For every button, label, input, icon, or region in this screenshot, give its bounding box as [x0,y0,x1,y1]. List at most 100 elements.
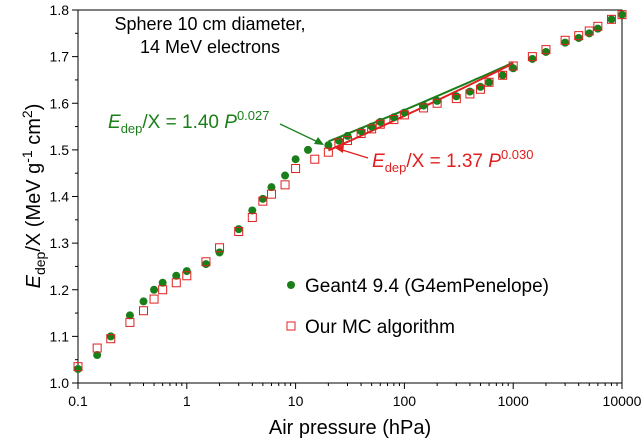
geant4-point [324,141,333,150]
mc-point [291,164,301,174]
svg-text:Edep/X = 1.37 P0.030: Edep/X = 1.37 P0.030 [372,147,534,175]
series-layer [73,10,627,374]
geant4-point [93,351,102,360]
geant4-point [303,145,312,154]
mc-point [593,21,603,31]
mc-point [258,196,268,206]
mc-point [323,147,333,157]
geant4-point [106,332,115,341]
fit-line-geant4 [328,61,514,143]
mc-point [498,70,508,80]
mc-point [475,84,485,94]
fit-annotation-geant4: Edep/X = 1.40 P0.027 [108,108,270,136]
geant4-point [541,47,550,56]
y-tick-label: 1.1 [50,328,70,344]
y-axis-label: Edep/X (MeV g-1 cm2) [19,104,48,289]
x-tick-label: 10000 [603,393,642,409]
geant4-point [267,183,276,192]
geant4-point [150,285,159,294]
geant4-point [357,127,366,136]
y-tick-label: 1.0 [50,375,70,391]
y-tick-label: 1.5 [50,142,70,158]
geant4-point [509,64,518,73]
y-tick-label: 1.6 [50,95,70,111]
mc-point [527,52,537,62]
geant4-point [498,71,507,80]
geant4-point [419,101,428,110]
geant4-point [125,311,134,320]
mc-point [367,124,377,134]
geant4-point [291,155,300,164]
mc-point [280,180,290,190]
geant4-point [376,117,385,126]
geant4-point [528,54,537,63]
geant4-point [593,24,602,33]
y-tick-label: 1.7 [50,49,70,65]
fit-arrow-mc [338,148,369,159]
mc-point [432,98,442,108]
mc-point [106,334,116,344]
mc-point [389,115,399,125]
mc-point [247,212,257,222]
mc-point [343,136,353,146]
geant4-point [400,108,409,117]
mc-point [158,285,168,295]
mc-point [574,31,584,41]
geant4-point [476,82,485,91]
fit-arrow-geant4 [279,123,321,144]
mc-point [356,129,366,139]
mc-point [215,243,225,253]
x-axis: 0.1 1 10 100 1000 10000 [68,383,642,409]
mc-point [266,189,276,199]
x-tick-label: 100 [393,393,417,409]
mc-point [234,226,244,236]
x-tick-label: 1 [183,393,191,409]
mc-point [310,154,320,164]
geant4-point [465,87,474,96]
legend-label-mc: Our MC algorithm [305,317,455,338]
geant4-point [607,15,616,24]
geant4-point [343,131,352,140]
geant4-point [248,206,257,215]
geant4-point [334,136,343,145]
mc-point [201,257,211,267]
geant4-point [234,225,243,234]
mc-point [92,343,102,353]
geant4-point [585,29,594,38]
legend: Geant4 9.4 (G4emPenelope) Our MC algorit… [286,276,549,338]
geant4-point [574,33,583,42]
geant4-point [367,122,376,131]
y-tick-label: 1.4 [50,189,70,205]
geant4-point [158,278,167,287]
mc-point [139,306,149,316]
geant4-point [139,297,148,306]
mc-point [182,271,192,281]
legend-label-geant4: Geant4 9.4 (G4emPenelope) [305,276,549,297]
geant4-point [172,271,181,280]
geant4-point [281,171,290,180]
x-tick-label: 0.1 [68,393,88,409]
fit-arrowhead-mc [335,145,344,153]
chart-title-line1: Sphere 10 cm diameter, [114,14,305,34]
y-axis: 1.0 1.1 1.2 1.3 1.4 1.5 1.6 1.7 1.8 [50,2,78,391]
y-tick-label: 1.3 [50,235,70,251]
y-tick-label: 1.2 [50,282,70,298]
mc-point [375,119,385,129]
geant4-point [182,267,191,276]
geant4-point [74,365,82,374]
fit-annotation-mc: Edep/X = 1.37 P0.030 [372,147,534,175]
geant4-point [561,38,570,47]
geant4-point [485,78,494,87]
mc-point [465,89,475,99]
mc-point [125,317,135,327]
x-tick-label: 10 [288,393,304,409]
geant4-point [258,194,267,203]
mc-point [560,35,570,45]
svg-text:Edep/X = 1.40 P0.027: Edep/X = 1.40 P0.027 [108,108,270,136]
geant4-point [201,260,210,269]
geant4-point [389,113,398,122]
geant4-point [433,96,442,105]
mc-point [73,362,83,372]
x-axis-label: Air pressure (hPa) [269,417,431,439]
